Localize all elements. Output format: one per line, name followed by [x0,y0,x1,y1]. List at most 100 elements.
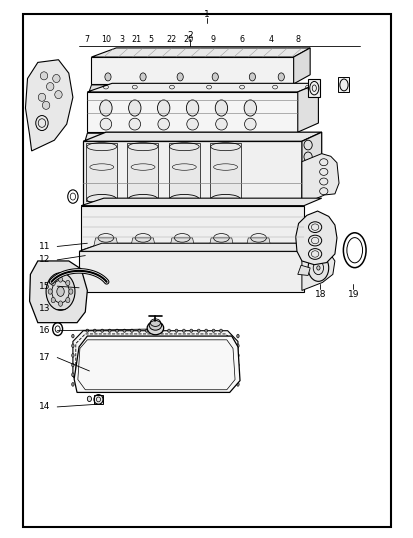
Ellipse shape [128,100,141,116]
Ellipse shape [57,287,64,296]
Ellipse shape [167,329,170,332]
Ellipse shape [236,363,239,367]
Ellipse shape [42,101,50,109]
Polygon shape [79,251,303,292]
Ellipse shape [175,386,178,390]
Ellipse shape [186,118,198,130]
Ellipse shape [123,386,126,390]
Ellipse shape [307,254,328,281]
Ellipse shape [186,100,198,116]
Text: 21: 21 [131,36,142,44]
Polygon shape [81,243,320,250]
Ellipse shape [236,353,239,357]
Bar [168,144,199,201]
Ellipse shape [115,386,118,390]
Ellipse shape [177,73,183,81]
Polygon shape [87,83,318,92]
Ellipse shape [52,74,60,82]
Bar [127,144,158,201]
Text: 11: 11 [38,242,50,251]
Ellipse shape [219,386,222,390]
Ellipse shape [145,329,148,332]
Ellipse shape [211,386,214,390]
Polygon shape [297,265,309,275]
Ellipse shape [85,386,88,390]
Ellipse shape [71,353,74,357]
Ellipse shape [149,321,161,330]
Text: 5: 5 [148,36,154,44]
Ellipse shape [138,386,140,390]
Ellipse shape [51,280,55,286]
Polygon shape [295,211,336,265]
Ellipse shape [55,90,62,98]
Ellipse shape [303,152,311,162]
Polygon shape [209,238,233,247]
Ellipse shape [38,93,45,101]
Text: 7: 7 [85,36,90,44]
Ellipse shape [48,289,52,294]
Polygon shape [337,77,349,92]
Polygon shape [73,331,237,388]
Ellipse shape [204,329,207,332]
Text: 19: 19 [347,291,358,299]
Polygon shape [79,243,320,251]
Text: 9: 9 [210,36,215,44]
Ellipse shape [100,118,112,130]
Ellipse shape [303,176,311,186]
Text: 22: 22 [166,36,177,44]
Ellipse shape [152,386,155,390]
Text: 15: 15 [38,282,50,291]
Ellipse shape [182,386,185,390]
Text: 6: 6 [239,36,244,44]
Ellipse shape [175,329,178,332]
Ellipse shape [236,334,239,338]
Ellipse shape [190,386,192,390]
Text: 4: 4 [268,36,273,44]
Text: 16: 16 [38,326,50,335]
Ellipse shape [130,329,133,332]
Ellipse shape [69,289,73,294]
Ellipse shape [85,329,88,332]
Polygon shape [93,395,103,404]
Polygon shape [89,85,297,91]
Ellipse shape [197,329,200,332]
Ellipse shape [100,386,103,390]
Ellipse shape [93,329,96,332]
Ellipse shape [215,100,227,116]
Ellipse shape [138,329,140,332]
Ellipse shape [211,329,214,332]
Ellipse shape [316,266,319,270]
Ellipse shape [71,334,74,338]
Ellipse shape [167,386,170,390]
Ellipse shape [46,82,54,90]
Text: 18: 18 [314,291,325,299]
Ellipse shape [249,73,255,81]
Polygon shape [91,48,309,57]
Ellipse shape [244,118,256,130]
Ellipse shape [100,329,103,332]
Ellipse shape [157,100,169,116]
Ellipse shape [147,321,163,335]
Ellipse shape [157,118,169,130]
Polygon shape [83,132,321,141]
Ellipse shape [108,386,111,390]
Ellipse shape [219,329,222,332]
Ellipse shape [303,189,311,199]
Ellipse shape [160,386,163,390]
Bar [23,14,390,527]
Ellipse shape [100,100,112,116]
Text: 3: 3 [120,36,125,44]
Ellipse shape [130,386,133,390]
Ellipse shape [108,329,111,332]
Polygon shape [301,154,338,204]
Ellipse shape [123,329,126,332]
Ellipse shape [211,73,218,81]
Polygon shape [25,60,73,151]
Text: 8: 8 [294,36,299,44]
Ellipse shape [93,386,96,390]
Ellipse shape [58,301,62,306]
Ellipse shape [71,363,74,367]
Ellipse shape [46,273,75,310]
Polygon shape [301,132,321,204]
Ellipse shape [40,72,47,80]
